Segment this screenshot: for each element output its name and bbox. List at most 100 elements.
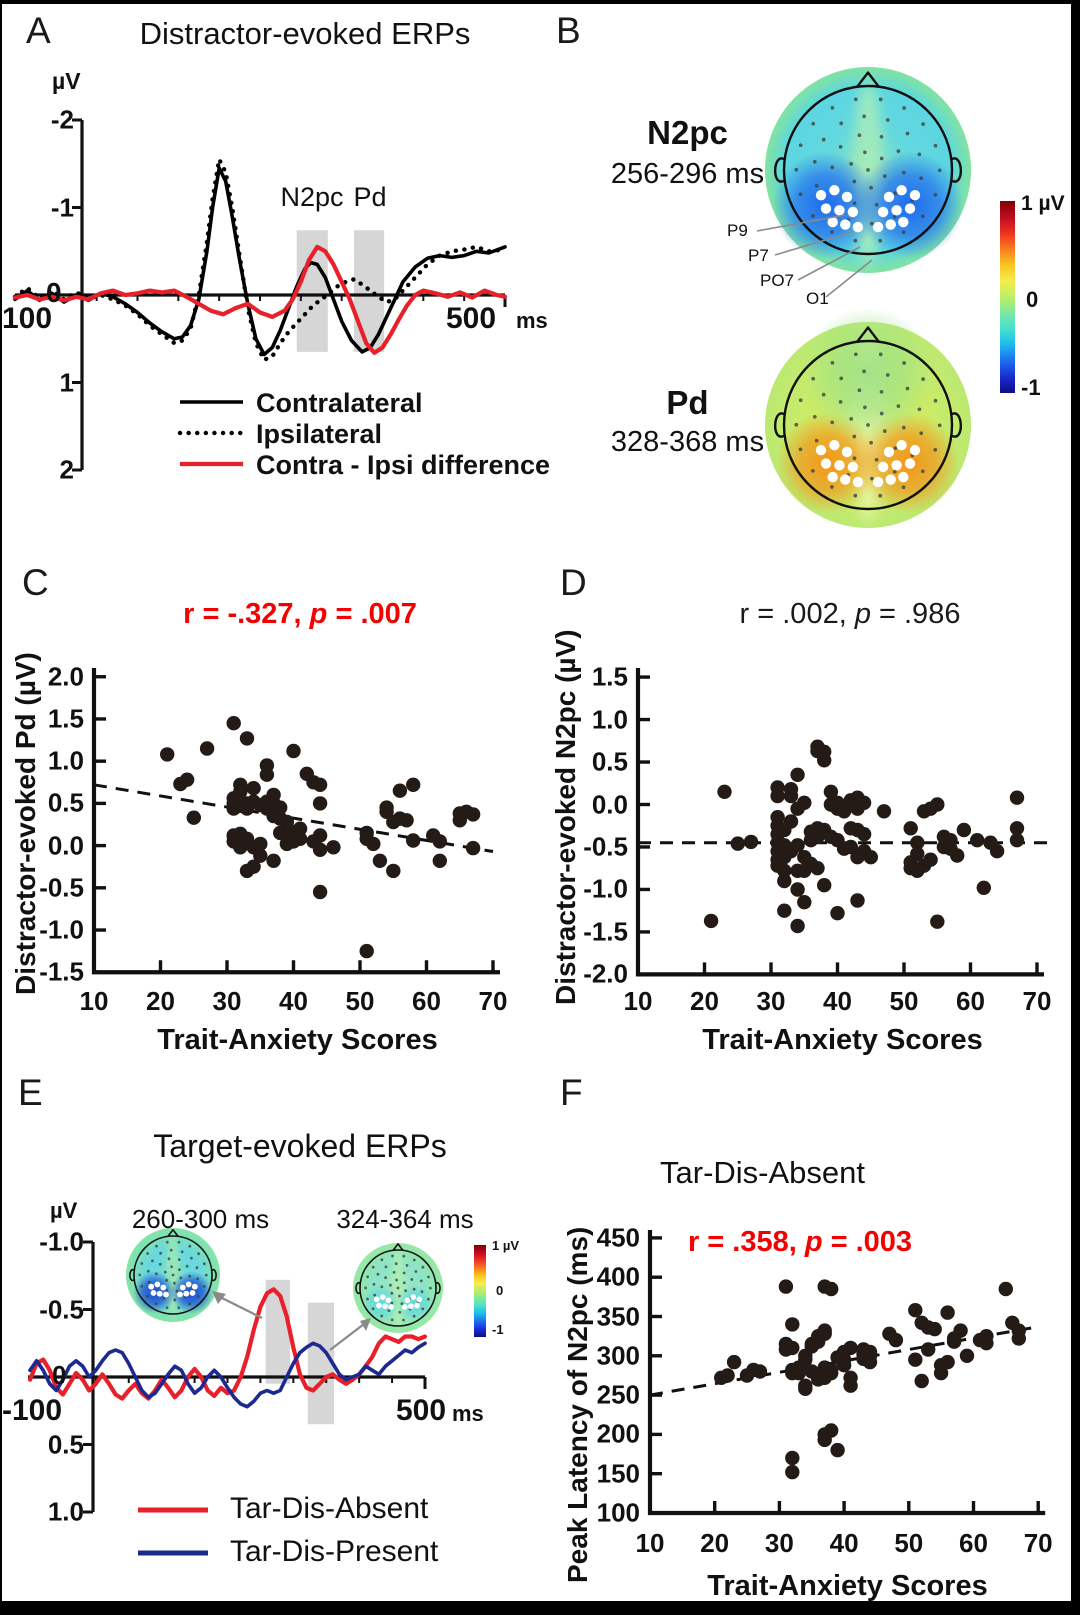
panel-d-x-tick-label: 20 (690, 986, 719, 1016)
panel-c-stat-p: p (309, 598, 328, 630)
panel-b-colorbar-min: -1 (1021, 375, 1041, 400)
panel-e-y-unit: µV (50, 1198, 78, 1223)
frame-right (1071, 0, 1080, 1615)
panel-f-x-label: Trait-Anxiety Scores (707, 1570, 988, 1602)
panel-d-y-tick-label: -1.0 (583, 873, 628, 904)
erp-curve (13, 166, 507, 357)
ear (211, 1268, 217, 1282)
erp-curve (12, 244, 508, 355)
panel-f-stat-p: p (804, 1226, 823, 1258)
panel-c-y-tick-label: 1.0 (47, 745, 84, 776)
panel-a-x-start: 100 (2, 302, 53, 335)
panel-b-electrode-p7: P7 (748, 246, 769, 265)
panel-e-colorbar-max: 1 µV (492, 1238, 520, 1253)
panel-d-y-label: Distractor-evoked N2pc (µV) (550, 629, 581, 1005)
panel-b-n2pc-name: N2pc (647, 114, 728, 151)
panel-b-pd-name: Pd (666, 384, 709, 421)
panel-f-y-tick-label: 350 (596, 1301, 640, 1331)
scatter-points (703, 739, 1025, 934)
panel-f-x-tick-label: 20 (700, 1528, 730, 1558)
panel-b-electrode-o1: O1 (806, 289, 829, 308)
panel-f-y-tick-label: 250 (596, 1379, 640, 1410)
panel-d-x-tick-label: 60 (956, 986, 985, 1016)
panel-c-y-tick-label: 2.0 (47, 661, 84, 692)
panel-d-y-tick-label: -2.0 (583, 958, 628, 989)
panel-f-title: Tar-Dis-Absent (660, 1155, 865, 1190)
panel-e-y-tick-label: 1.0 (47, 1496, 84, 1527)
frame-bottom (0, 1601, 1080, 1615)
panel-a-y-unit: µV (52, 68, 81, 94)
panel-b-pd-window: 328-368 ms (610, 426, 765, 458)
shaded-window (265, 1279, 291, 1384)
nose (392, 1243, 404, 1251)
panel-d-y-tick-label: 1.5 (591, 661, 628, 692)
panel-b-n2pc-window: 256-296 ms (610, 158, 765, 190)
panel-b-electrode-po7: PO7 (760, 271, 795, 290)
panel-f-stats: r = .358, p = .003 (650, 1226, 950, 1259)
erp-curve (12, 157, 508, 362)
panel-f-y-tick-label: 300 (596, 1340, 640, 1371)
topomap-e-inset2 (353, 1243, 443, 1333)
panel-d-stat-p: p (854, 598, 871, 630)
panel-a-legend-contralateral: Contralateral (256, 388, 423, 418)
panel-c-x-tick-label: 30 (212, 986, 242, 1016)
panel-d-y-tick-label: -0.5 (583, 831, 628, 862)
panel-c-y-tick-label: 0.0 (47, 830, 84, 861)
panel-c-x-tick-label: 20 (146, 986, 175, 1016)
panel-a-x-unit: ms (516, 308, 548, 333)
electrode-grid-dots (794, 352, 942, 498)
ear (773, 412, 785, 438)
arrowhead (360, 1318, 371, 1331)
panel-a-title: Distractor-evoked ERPs (139, 16, 471, 51)
panel-a-plot (12, 118, 508, 472)
panel-e-zero-label: 0 (52, 1360, 67, 1390)
panel-e-legend-present: Tar-Dis-Present (230, 1535, 439, 1568)
panel-c-stat-r: r = -.327, (183, 598, 310, 630)
shaded-window (307, 1302, 335, 1425)
ear (773, 157, 785, 183)
panel-c-stat-val: = .007 (327, 598, 417, 630)
scatter-points (714, 1279, 1026, 1480)
panel-c-y-tick-label: 1.5 (47, 703, 84, 734)
panel-f-y-tick-label: 200 (596, 1418, 640, 1449)
panel-d-x-tick-label: 40 (823, 986, 852, 1016)
arrowhead (212, 1291, 226, 1304)
nose (856, 71, 880, 88)
panel-e-tag: E (18, 1072, 43, 1113)
panel-e-title: Target-evoked ERPs (153, 1128, 447, 1164)
panel-d-x-tick-label: 10 (623, 986, 653, 1016)
head-outline (782, 84, 954, 256)
ear (951, 157, 963, 183)
panel-c-plot (91, 668, 500, 975)
panel-a-y-tick-label: -1 (50, 192, 74, 222)
panel-f-plot (647, 1230, 1046, 1516)
panel-a-y-tick-label: -2 (50, 104, 74, 135)
panel-f-y-tick-label: 100 (596, 1497, 640, 1528)
panel-d-x-label: Trait-Anxiety Scores (702, 1024, 983, 1056)
panel-c-x-tick-label: 50 (345, 986, 375, 1016)
panel-c-x-label: Trait-Anxiety Scores (157, 1024, 438, 1056)
topomap-pd (765, 307, 971, 528)
panel-f-x-tick-label: 50 (894, 1528, 924, 1558)
ear (951, 412, 963, 438)
scatter-points (160, 716, 481, 959)
panel-a-tag: A (26, 10, 51, 51)
panel-e-colorbar-mid: 0 (496, 1283, 504, 1298)
colorbar-b (1000, 201, 1015, 393)
panel-b-electrode-p9: P9 (727, 221, 748, 240)
panel-c-y-tick-label: -1.0 (39, 914, 84, 945)
panel-a-x-end: 500 (446, 302, 497, 335)
nose (856, 326, 880, 343)
panel-d-plot (635, 668, 1047, 977)
erp-curve (28, 1341, 427, 1409)
panel-f-stat-r: r = .358, (687, 1226, 805, 1258)
panel-d-y-tick-label: 0.0 (591, 789, 628, 819)
panel-f-y-tick-label: 450 (596, 1222, 640, 1253)
panel-e-x-start: -100 (2, 1394, 63, 1427)
axes (635, 668, 1044, 977)
panel-f-x-tick-label: 60 (959, 1528, 988, 1558)
panel-c-stats: r = -.327, p = .007 (130, 598, 470, 631)
panel-e-y-tick-label: 0.5 (47, 1429, 84, 1459)
panel-c-x-tick-label: 40 (279, 986, 308, 1016)
